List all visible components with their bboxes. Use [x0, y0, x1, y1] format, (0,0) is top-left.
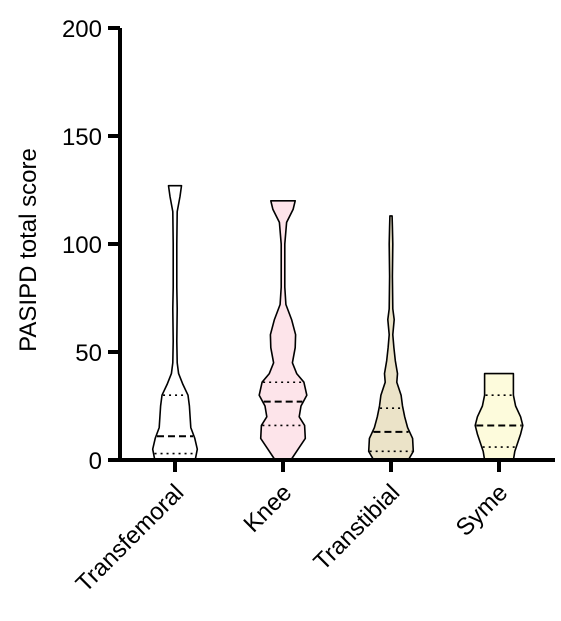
violin-body — [258, 200, 308, 461]
y-tick-label: 50 — [75, 340, 102, 367]
violin-body — [474, 372, 524, 461]
violin-body — [151, 184, 199, 461]
violin-transtibial — [367, 215, 415, 461]
x-ticks: Transfemoral Knee Transtibial Syme — [71, 460, 513, 598]
violin-transfemoral — [151, 184, 199, 461]
y-tick-label: 150 — [62, 124, 102, 151]
x-tick-label: Transfemoral — [71, 479, 189, 597]
y-ticks: 0 50 100 150 200 — [62, 16, 120, 475]
violin-body — [367, 215, 415, 461]
y-tick-label: 0 — [89, 448, 102, 475]
x-tick-label: Knee — [239, 479, 298, 538]
y-tick-label: 100 — [62, 232, 102, 259]
y-tick-label: 200 — [62, 16, 102, 43]
x-tick-label: Syme — [451, 479, 513, 541]
y-axis-label: PASIPD total score — [15, 148, 42, 352]
violins-layer — [151, 184, 524, 461]
violin-knee — [258, 200, 308, 461]
x-tick-label: Transtibial — [308, 479, 405, 576]
violin-syme — [474, 372, 524, 461]
